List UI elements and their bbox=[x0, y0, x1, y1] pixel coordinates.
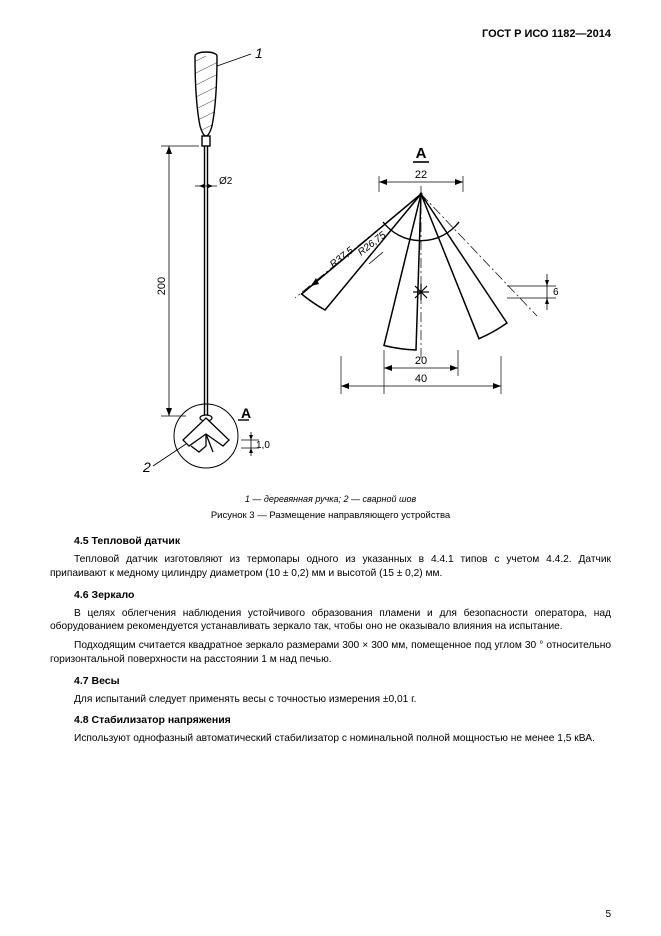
section-a-detail: A 22 bbox=[295, 145, 559, 394]
para: В целях облегчения наблюдения устойчивог… bbox=[50, 607, 611, 635]
figure-caption: Рисунок 3 — Размещение направляющего уст… bbox=[50, 510, 611, 521]
svg-text:200: 200 bbox=[156, 277, 168, 295]
handle bbox=[186, 46, 226, 146]
foot-detail bbox=[174, 404, 238, 468]
para: Тепловой датчик изготовляют из термопары… bbox=[50, 553, 611, 581]
page-number: 5 bbox=[605, 909, 611, 920]
svg-text:2: 2 bbox=[142, 459, 151, 475]
svg-text:1,0: 1,0 bbox=[256, 440, 270, 451]
document-id: ГОСТ Р ИСО 1182—2014 bbox=[50, 28, 611, 40]
section-head: 4.8 Стабилизатор напряжения bbox=[50, 714, 611, 726]
page: ГОСТ Р ИСО 1182—2014 bbox=[0, 0, 661, 936]
svg-text:22: 22 bbox=[414, 169, 426, 181]
figure-3: 1 Ø2 200 bbox=[91, 46, 571, 486]
svg-text:6: 6 bbox=[553, 287, 559, 298]
para: Используют однофазный автоматический ста… bbox=[50, 732, 611, 746]
section-head: 4.7 Весы bbox=[50, 675, 611, 687]
figure-legend: 1 — деревянная ручка; 2 — сварной шов bbox=[50, 494, 611, 504]
svg-text:A: A bbox=[415, 145, 426, 162]
svg-text:20: 20 bbox=[414, 355, 426, 367]
svg-text:1: 1 bbox=[255, 46, 263, 61]
section-head: 4.5 Тепловой датчик bbox=[50, 535, 611, 547]
para: Подходящим считается квадратное зеркало … bbox=[50, 639, 611, 667]
svg-text:Ø2: Ø2 bbox=[219, 176, 233, 187]
svg-text:A: A bbox=[241, 405, 251, 421]
para: Для испытаний следует применять весы с т… bbox=[50, 693, 611, 707]
section-head: 4.6 Зеркало bbox=[50, 589, 611, 601]
svg-text:40: 40 bbox=[414, 373, 426, 385]
